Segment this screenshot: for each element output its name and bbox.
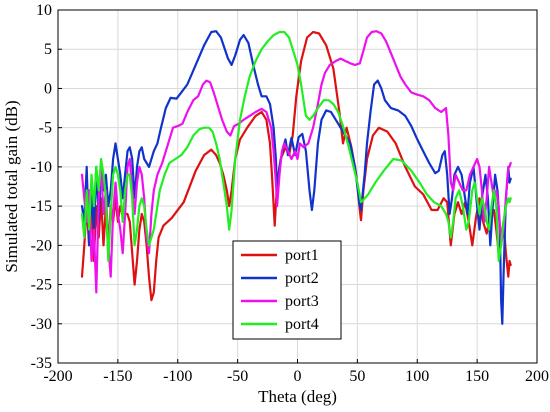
y-tick-label: -35 (31, 355, 52, 372)
x-tick-label: -200 (43, 368, 72, 385)
x-axis-title: Theta (deg) (258, 387, 337, 406)
x-tick-label: 0 (294, 368, 302, 385)
legend-label-port4: port4 (285, 316, 319, 333)
x-tick-label: -150 (103, 368, 132, 385)
y-tick-label: -5 (39, 120, 52, 137)
series-group (80, 30, 512, 325)
y-tick-label: 5 (44, 41, 52, 58)
x-tick-label: -100 (163, 368, 192, 385)
y-tick-label: -15 (31, 198, 52, 215)
x-tick-label: 200 (525, 368, 549, 385)
legend-label-port2: port2 (285, 270, 319, 287)
legend-label-port1: port1 (285, 247, 319, 264)
y-axis-title: Simulated total gain (dB) (2, 100, 21, 272)
x-tick-label: 150 (465, 368, 489, 385)
x-tick-label: 100 (405, 368, 429, 385)
legend-box (232, 240, 342, 340)
legend: port1 port2 port3 port4 (232, 240, 342, 340)
tick-labels: -200 -150 -100 -50 0 50 100 150 200-35-30-25-20-… (31, 2, 549, 385)
y-tick-label: -25 (31, 277, 52, 294)
y-tick-label: -10 (31, 159, 52, 176)
legend-label-port3: port3 (285, 293, 319, 310)
y-tick-label: 0 (44, 80, 52, 97)
series-line-port3 (80, 30, 512, 294)
x-tick-label: 50 (349, 368, 365, 385)
y-tick-label: -20 (31, 237, 52, 254)
x-tick-label: -50 (227, 368, 248, 385)
y-tick-label: -30 (31, 316, 52, 333)
series-line-port4 (80, 30, 512, 263)
y-tick-label: 10 (36, 2, 52, 19)
